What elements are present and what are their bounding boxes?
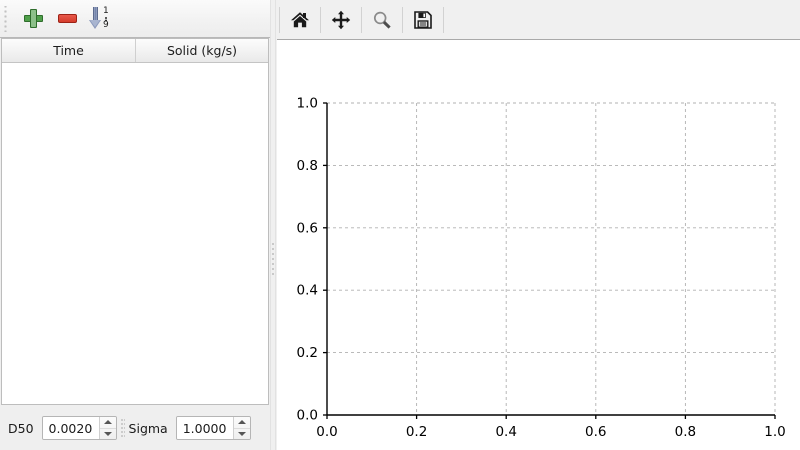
d50-stepper[interactable]: [98, 417, 116, 440]
d50-spinbox[interactable]: 0.0020: [41, 416, 117, 440]
d50-step-down-button[interactable]: [100, 429, 116, 440]
pan-button[interactable]: [323, 3, 359, 37]
table-column-header-solid[interactable]: Solid (kg/s): [136, 39, 268, 62]
sigma-step-up-button[interactable]: [233, 417, 250, 429]
params-separator-grip: [120, 419, 125, 437]
figure-background: [277, 40, 800, 450]
plus-icon: [23, 9, 43, 28]
table-header-row: Time Solid (kg/s): [2, 39, 268, 63]
sigma-step-down-button[interactable]: [234, 429, 250, 440]
toolbar-separator: [361, 6, 362, 33]
sort-glyph-top: 1: [103, 5, 109, 16]
x-tick-label: 0.6: [585, 424, 606, 440]
sigma-input[interactable]: 1.0000: [176, 417, 233, 439]
y-axis-ticks: [323, 102, 327, 416]
y-tick-label: 1.0: [297, 96, 318, 112]
x-axis-ticks: [326, 415, 776, 419]
sigma-label: Sigma: [128, 420, 168, 436]
toolbar-separator: [279, 6, 280, 33]
splitter-grip: [272, 243, 275, 277]
plot-panel: 1.0 0.8 0.6 0.4 0.2 0.0 0.0 0.2 0.4 0.6 …: [277, 0, 800, 450]
table-column-header-time[interactable]: Time: [2, 39, 136, 62]
y-axis-tick-labels: 1.0 0.8 0.6 0.4 0.2 0.0: [297, 96, 318, 424]
toolbar-drag-grip[interactable]: [3, 5, 12, 32]
sigma-stepper[interactable]: [232, 417, 250, 440]
x-tick-label: 1.0: [764, 424, 785, 440]
toolbar-separator: [320, 6, 321, 33]
chevron-down-icon: [103, 431, 112, 436]
data-table-container: Time Solid (kg/s): [0, 38, 270, 406]
data-table[interactable]: Time Solid (kg/s): [1, 38, 269, 405]
floppy-disk-icon: [413, 10, 433, 30]
panel-splitter[interactable]: [270, 0, 276, 450]
remove-row-button[interactable]: [50, 2, 84, 36]
x-axis-tick-labels: 0.0 0.2 0.4 0.6 0.8 1.0: [316, 424, 785, 440]
x-tick-label: 0.2: [406, 424, 427, 440]
y-tick-label: 0.0: [297, 408, 318, 424]
x-tick-label: 0.0: [316, 424, 337, 440]
table-edit-toolbar: 1 9: [0, 0, 270, 38]
chevron-down-icon: [237, 431, 246, 436]
move-icon: [331, 10, 351, 30]
y-tick-label: 0.8: [297, 158, 318, 174]
minus-icon: [57, 14, 77, 23]
sort-ascending-button[interactable]: 1 9: [84, 2, 118, 36]
d50-step-up-button[interactable]: [99, 417, 116, 429]
sort-ascending-icon: 1 9: [88, 5, 114, 31]
sigma-spinbox[interactable]: 1.0000: [175, 416, 251, 440]
matplotlib-navigation-toolbar: [277, 0, 800, 40]
chevron-up-icon: [103, 420, 112, 425]
d50-label: D50: [8, 420, 34, 436]
add-row-button[interactable]: [16, 2, 50, 36]
home-button[interactable]: [282, 3, 318, 37]
chevron-up-icon: [237, 420, 246, 425]
zoom-button[interactable]: [364, 3, 400, 37]
parameters-bar: D50 0.0020 Sigma 1.0000: [0, 406, 270, 450]
d50-input[interactable]: 0.0020: [42, 417, 99, 439]
home-icon: [290, 10, 310, 30]
y-tick-label: 0.4: [297, 283, 318, 299]
toolbar-separator: [443, 6, 444, 33]
x-tick-label: 0.8: [675, 424, 696, 440]
plot-svg: 1.0 0.8 0.6 0.4 0.2 0.0 0.0 0.2 0.4 0.6 …: [277, 40, 800, 450]
save-button[interactable]: [405, 3, 441, 37]
grid-vertical: [416, 103, 776, 415]
y-tick-label: 0.6: [297, 220, 318, 236]
grid-horizontal: [327, 102, 775, 354]
sort-glyph-bottom: 9: [103, 19, 109, 30]
left-panel: 1 9 Time Solid (kg/s) D50 0.0020: [0, 0, 270, 450]
plot-canvas[interactable]: 1.0 0.8 0.6 0.4 0.2 0.0 0.0 0.2 0.4 0.6 …: [277, 40, 800, 450]
table-body[interactable]: [2, 63, 268, 404]
magnifier-icon: [372, 10, 392, 30]
x-tick-label: 0.4: [495, 424, 516, 440]
toolbar-separator: [402, 6, 403, 33]
y-tick-label: 0.2: [297, 345, 318, 361]
